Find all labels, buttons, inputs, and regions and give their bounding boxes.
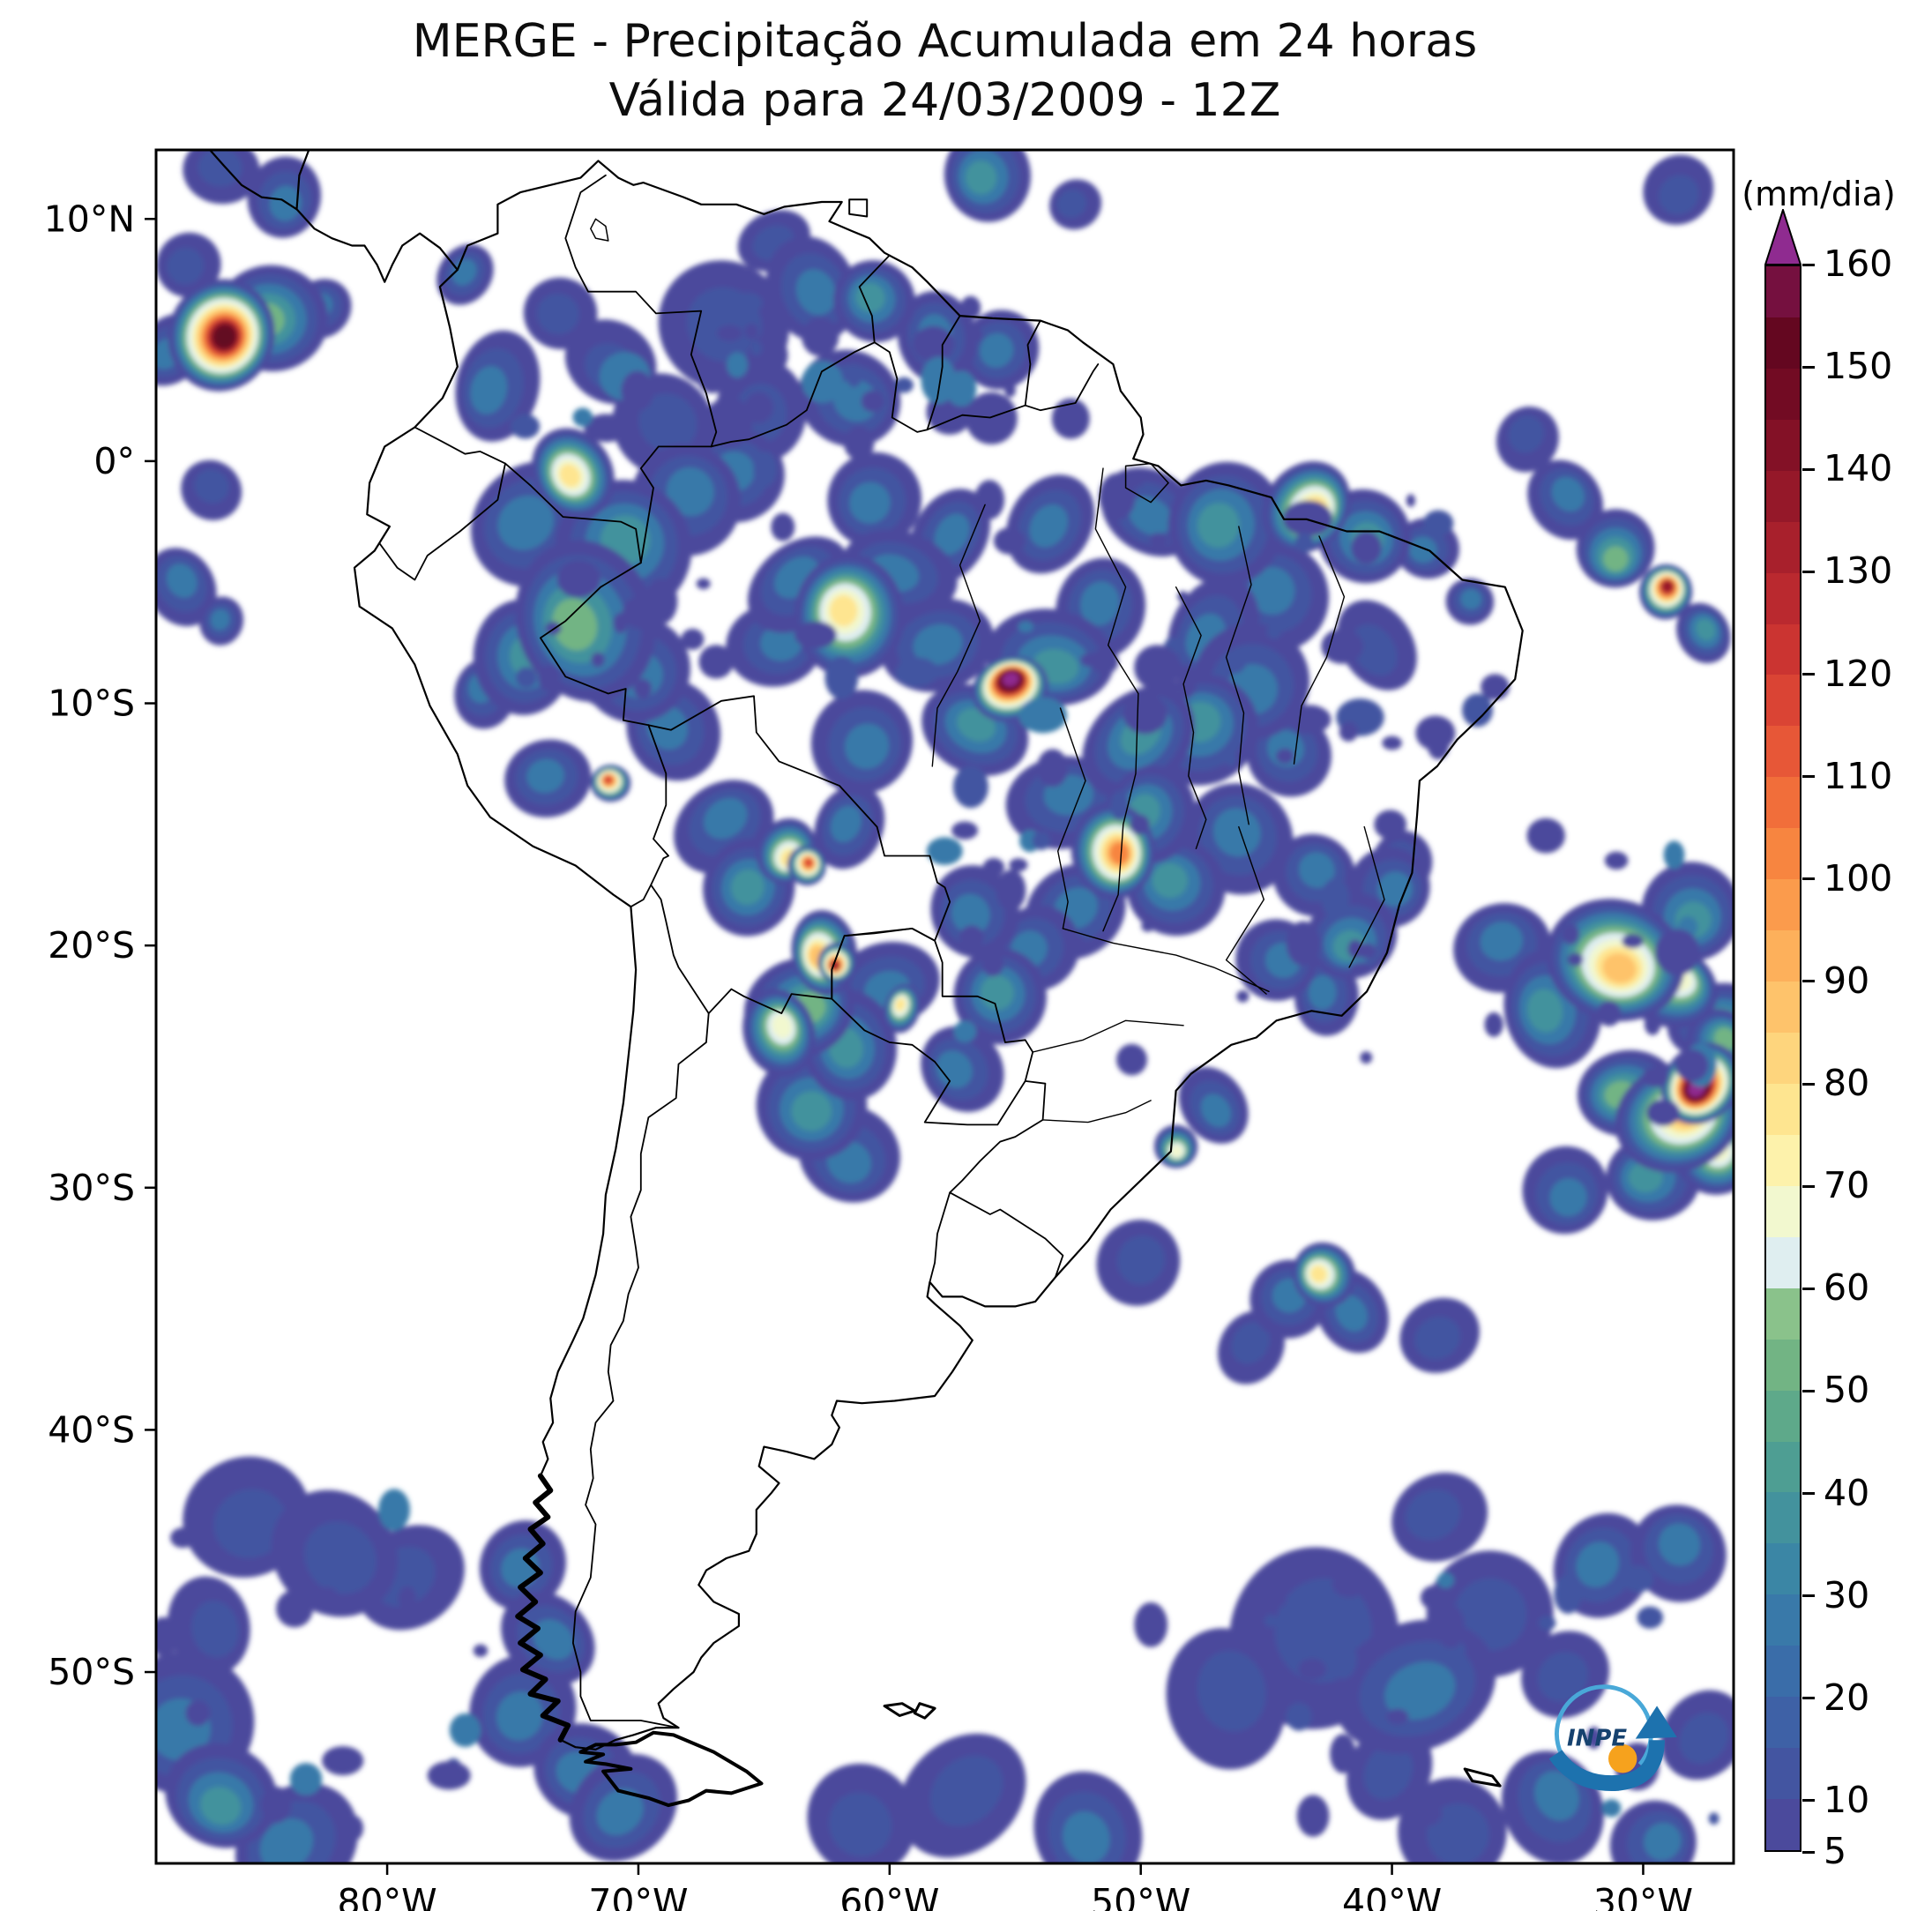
colorbar-band [1766, 1033, 1800, 1084]
colorbar-band [1766, 1492, 1800, 1544]
colorbar-band [1766, 828, 1800, 880]
colorbar-band [1766, 1441, 1800, 1493]
colorbar-band [1766, 265, 1800, 317]
colorbar-title: (mm/dia) [1742, 175, 1896, 213]
y-tick-label: 10°N [44, 198, 135, 240]
colorbar-band [1766, 1799, 1800, 1850]
geography-layer [208, 150, 1524, 1808]
colorbar-band [1766, 879, 1800, 931]
colorbar-band [1766, 930, 1800, 982]
inpe-logo-text: INPE [1567, 1726, 1627, 1752]
colorbar-band [1766, 419, 1800, 471]
figure-title-line2: Válida para 24/03/2009 - 12Z [608, 74, 1281, 127]
y-tick-label: 20°S [48, 924, 135, 967]
colorbar-band [1766, 368, 1800, 420]
colorbar-band [1766, 1236, 1800, 1288]
precipitation-layer [156, 150, 1734, 1863]
logo-arrow-curve-icon [1548, 1739, 1665, 1791]
colorbar-band [1766, 623, 1800, 676]
colorbar-band [1766, 1185, 1800, 1237]
colorbar-band [1766, 1288, 1800, 1340]
colorbar-band [1766, 1748, 1800, 1800]
logo-orange-ball-icon [1608, 1744, 1637, 1773]
colorbar-band [1766, 1543, 1800, 1595]
colorbar-band [1766, 1134, 1800, 1186]
colorbar-band [1766, 1390, 1800, 1442]
x-tick-label: 40°W [1342, 1881, 1442, 1911]
x-tick-label: 30°W [1593, 1881, 1693, 1911]
y-tick-label: 0° [93, 440, 135, 482]
colorbar-band [1766, 572, 1800, 624]
x-tick-label: 70°W [588, 1881, 688, 1911]
inpe-logo: INPE [1537, 1654, 1680, 1797]
y-tick-label: 50°S [48, 1651, 135, 1693]
x-tick-label: 50°W [1091, 1881, 1190, 1911]
colorbar-over-arrow [1764, 209, 1801, 265]
x-tick-label: 80°W [337, 1881, 436, 1911]
colorbar-band [1766, 1646, 1800, 1698]
colorbar-band [1766, 1594, 1800, 1646]
colorbar-band [1766, 1697, 1800, 1749]
colorbar-band [1766, 1339, 1800, 1391]
colorbar-band [1766, 1083, 1800, 1135]
colorbar-band [1766, 317, 1800, 369]
figure-title-line1: MERGE - Precipitação Acumulada em 24 hor… [412, 15, 1478, 68]
colorbar-band [1766, 982, 1800, 1033]
colorbar-band [1766, 521, 1800, 573]
y-tick-label: 30°S [48, 1167, 135, 1209]
colorbar-band [1766, 470, 1800, 522]
x-tick-label: 60°W [839, 1881, 939, 1911]
colorbar-band [1766, 675, 1800, 727]
y-tick-label: 40°S [48, 1408, 135, 1451]
y-tick-label: 10°S [48, 683, 135, 725]
colorbar-band [1766, 777, 1800, 829]
axes-layer: 80°W 70°W 60°W 50°W 40°W 30°W 10°N 0° 10°S 20°S 30… [44, 198, 1693, 1911]
logo-arrow-head-icon [1635, 1706, 1677, 1739]
colorbar-band [1766, 726, 1800, 778]
colorbar-bands [1764, 265, 1801, 1852]
figure-title: MERGE - Precipitação Acumulada em 24 hor… [156, 12, 1734, 131]
map-frame [154, 148, 1735, 1865]
